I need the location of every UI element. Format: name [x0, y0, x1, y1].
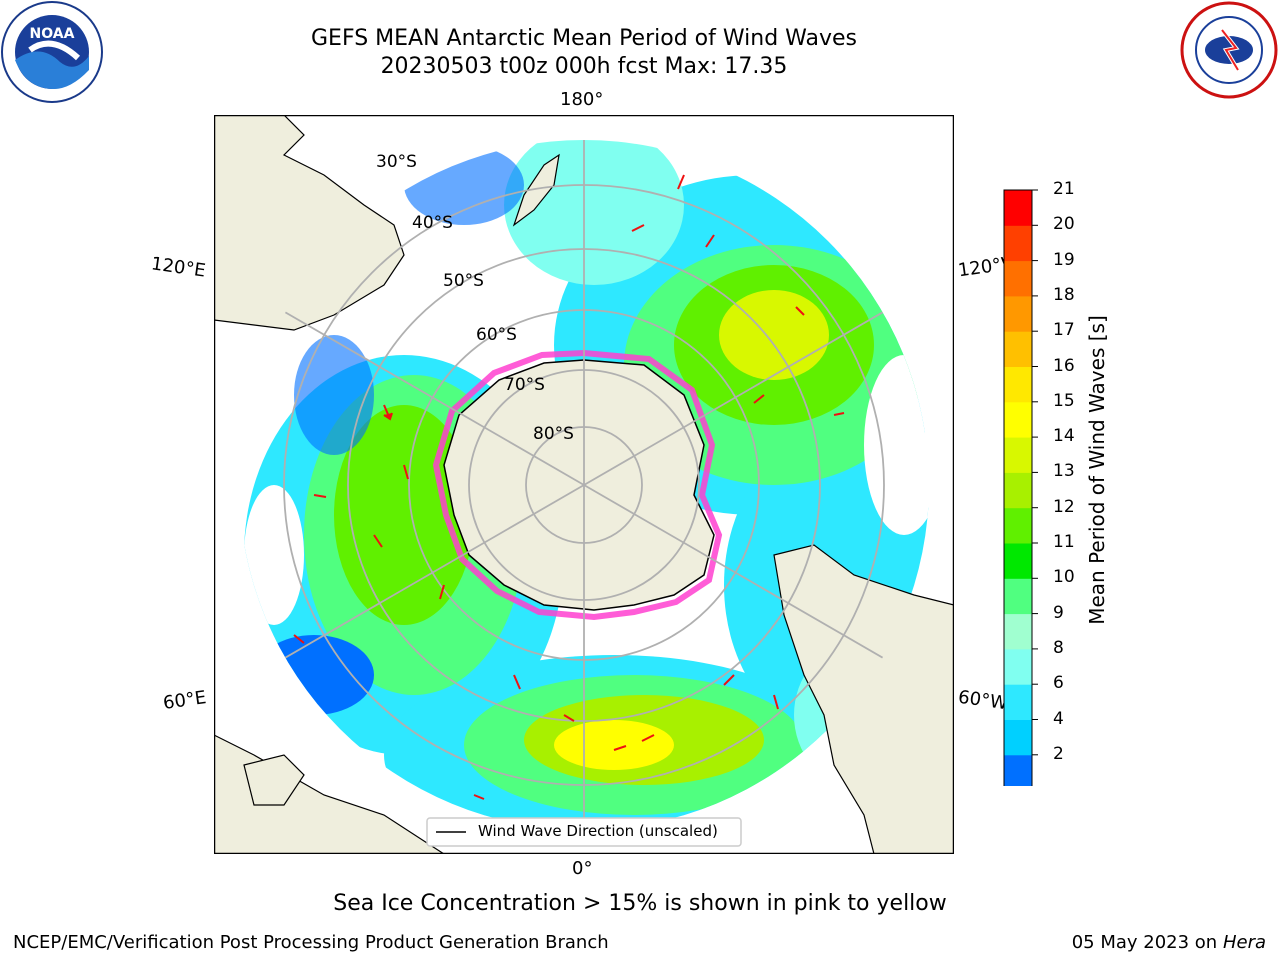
- lat-label-50s: 50°S: [443, 271, 484, 291]
- date-line: 05 May 2023 on Hera: [1072, 932, 1266, 953]
- colorbar-tick-label: 17: [1053, 320, 1075, 341]
- land: [214, 115, 954, 854]
- colorbar-segment: [1004, 190, 1032, 226]
- map-legend: [426, 817, 742, 847]
- colorbar-tick-label: 10: [1053, 567, 1075, 588]
- colorbar-tick-label: 12: [1053, 496, 1075, 517]
- noaa-logo: NOAA: [1, 1, 103, 103]
- colorbar-tick-label: 8: [1053, 637, 1064, 658]
- lat-label-60s: 60°S: [476, 325, 517, 345]
- legend-label: Wind Wave Direction (unscaled): [478, 822, 718, 840]
- colorbar-tick-label: 21: [1053, 179, 1075, 199]
- machine-name: Hera: [1222, 932, 1266, 953]
- colorbar-segment: [1004, 437, 1032, 473]
- lon-label-bottom: 0°: [572, 858, 593, 879]
- svg-text:NOAA: NOAA: [30, 26, 75, 42]
- colorbar-segment: [1004, 331, 1032, 367]
- lon-label-left-lower: 60°E: [161, 687, 208, 714]
- colorbar-tick-label: 19: [1053, 249, 1075, 270]
- colorbar-segment: [1004, 543, 1032, 579]
- colorbar-segment: [1004, 684, 1032, 720]
- colorbar: [1003, 189, 1038, 786]
- colorbar-tick-label: 6: [1053, 673, 1064, 694]
- colorbar-tick-label: 9: [1053, 602, 1064, 623]
- colorbar-tick-label: 18: [1053, 284, 1075, 305]
- graticule: [239, 140, 929, 830]
- lat-label-70s: 70°S: [504, 375, 545, 395]
- colorbar-segment: [1004, 472, 1032, 509]
- colorbar-segment: [1004, 754, 1032, 786]
- colorbar-segment: [1004, 578, 1032, 615]
- colorbar-segment: [1004, 295, 1032, 332]
- colorbar-segment: [1004, 225, 1032, 262]
- lon-label-left-upper: 120°E: [149, 253, 207, 282]
- sea-ice-note: Sea Ice Concentration > 15% is shown in …: [333, 891, 947, 916]
- colorbar-tick-label: 13: [1053, 461, 1075, 482]
- wave-period-field: [239, 140, 929, 830]
- date-text: 05 May 2023 on: [1071, 932, 1218, 953]
- colorbar-tick-label: 4: [1053, 708, 1064, 729]
- wind-wave-arrows: [293, 174, 845, 800]
- colorbar-tick-label: 15: [1053, 390, 1075, 411]
- colorbar-segment: [1004, 401, 1032, 438]
- colorbar-segment: [1004, 648, 1032, 685]
- colorbar-frame: [1003, 189, 1033, 786]
- credit-line: NCEP/EMC/Verification Post Processing Pr…: [13, 932, 609, 953]
- colorbar-segment: [1004, 260, 1032, 297]
- chart-title: GEFS MEAN Antarctic Mean Period of Wind …: [311, 26, 857, 51]
- colorbar-tick-label: 11: [1053, 532, 1075, 552]
- colorbar-tick-label: 16: [1053, 355, 1075, 376]
- lat-label-40s: 40°S: [412, 213, 453, 233]
- colorbar-segment: [1004, 366, 1032, 403]
- lon-label-top: 180°: [560, 89, 604, 110]
- colorbar-segment: [1004, 507, 1032, 544]
- lat-label-30s: 30°S: [376, 152, 417, 172]
- colorbar-label: Mean Period of Wind Waves [s]: [1085, 315, 1109, 625]
- colorbar-tick-label: 20: [1053, 214, 1075, 235]
- polar-map: [214, 115, 954, 854]
- chart-subtitle: 20230503 t00z 000h fcst Max: 17.35: [380, 54, 788, 79]
- colorbar-segment: [1004, 613, 1032, 650]
- sea-ice-edge: [432, 349, 723, 621]
- lat-label-80s: 80°S: [533, 424, 574, 444]
- nws-logo: [1180, 1, 1278, 99]
- colorbar-tick-label: 14: [1053, 426, 1075, 447]
- colorbar-segment: [1004, 719, 1032, 756]
- colorbar-tick-label: 2: [1053, 743, 1064, 764]
